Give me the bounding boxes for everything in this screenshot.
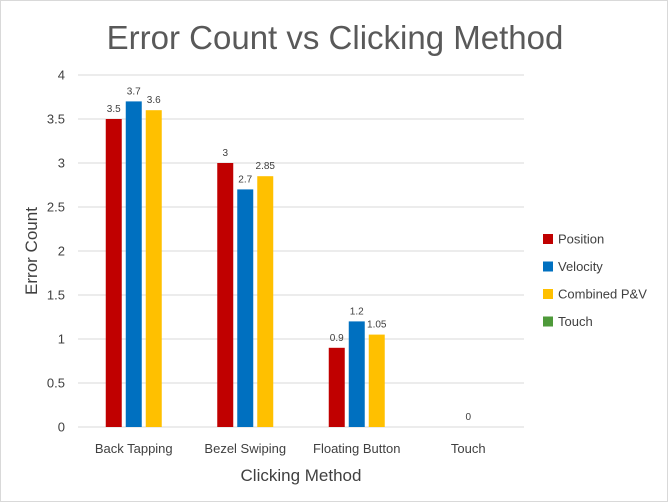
data-label: 1.2 — [350, 306, 364, 317]
legend-swatch — [543, 289, 553, 299]
y-tick-label: 1 — [58, 332, 65, 347]
bar-combined-p-v — [146, 110, 162, 427]
x-tick-label: Touch — [451, 441, 486, 456]
y-tick-label: 2.5 — [47, 200, 65, 215]
data-label: 3.7 — [127, 86, 141, 97]
bar-position — [329, 348, 345, 427]
y-tick-label: 3.5 — [47, 112, 65, 127]
legend-label: Combined P&V — [558, 287, 647, 302]
x-axis-ticks: Back Tapping Bezel Swiping Floating Button… — [95, 441, 486, 456]
y-axis-title: Error Count — [22, 207, 41, 295]
bar-position — [217, 163, 233, 427]
bar-combined-p-v — [257, 176, 273, 427]
legend-swatch — [543, 234, 553, 244]
y-tick-label: 3 — [58, 156, 65, 171]
data-label: 2.85 — [256, 161, 276, 172]
data-label: 3.5 — [107, 104, 121, 115]
legend-swatch — [543, 262, 553, 272]
legend-swatch — [543, 317, 553, 327]
data-label: 3 — [222, 148, 228, 159]
data-label: 1.05 — [367, 320, 387, 331]
bar-velocity — [237, 189, 253, 427]
x-tick-label: Floating Button — [313, 441, 400, 456]
data-label: 3.6 — [147, 95, 161, 106]
bars — [106, 101, 385, 427]
chart-title: Error Count vs Clicking Method — [107, 19, 564, 56]
legend: Position Velocity Combined P&V Touch — [543, 232, 647, 330]
y-axis-ticks: 0 0.5 1 1.5 2 2.5 3 3.5 4 — [47, 68, 65, 435]
x-tick-label: Back Tapping — [95, 441, 173, 456]
legend-label: Touch — [558, 314, 593, 329]
bar-velocity — [126, 101, 142, 427]
x-axis-title: Clicking Method — [241, 466, 362, 485]
data-label: 0 — [465, 412, 471, 423]
y-tick-label: 0 — [58, 420, 65, 435]
bar-position — [106, 119, 122, 427]
y-tick-label: 0.5 — [47, 376, 65, 391]
gridlines — [78, 75, 524, 427]
data-label: 0.9 — [330, 333, 344, 344]
legend-label: Position — [558, 232, 604, 247]
y-tick-label: 2 — [58, 244, 65, 259]
y-tick-label: 4 — [58, 68, 65, 83]
bar-combined-p-v — [369, 335, 385, 427]
x-tick-label: Bezel Swiping — [204, 441, 286, 456]
y-tick-label: 1.5 — [47, 288, 65, 303]
legend-label: Velocity — [558, 259, 603, 274]
bar-velocity — [349, 321, 365, 427]
data-label: 2.7 — [238, 174, 252, 185]
